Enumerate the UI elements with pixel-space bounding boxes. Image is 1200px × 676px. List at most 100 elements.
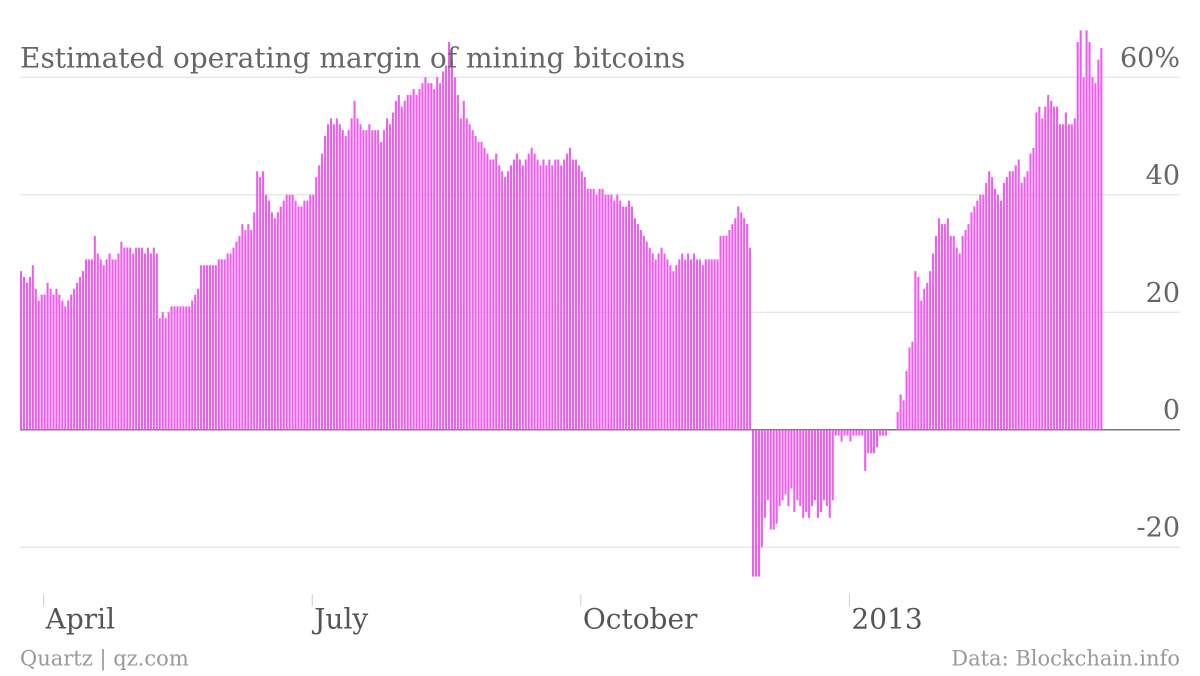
bar <box>716 259 719 430</box>
bar <box>760 429 763 548</box>
bar <box>973 206 976 430</box>
bar <box>138 247 141 430</box>
bar <box>1035 112 1038 430</box>
bar <box>846 429 849 436</box>
bar <box>752 429 755 577</box>
bar <box>223 259 226 430</box>
bar <box>911 341 914 430</box>
bar <box>881 429 884 436</box>
bar <box>226 253 229 430</box>
bar <box>802 429 805 518</box>
bar <box>843 429 846 436</box>
bar <box>628 200 631 430</box>
bar <box>297 206 300 430</box>
bar <box>453 77 456 430</box>
bar <box>1053 106 1056 430</box>
bar <box>288 194 291 430</box>
x-tick-label: October <box>583 603 698 636</box>
bar <box>465 118 468 430</box>
bar <box>616 194 619 430</box>
bar <box>126 247 129 430</box>
bar <box>321 153 324 430</box>
bar <box>545 165 548 430</box>
bar <box>179 306 182 430</box>
bar <box>996 194 1000 430</box>
bar <box>749 247 752 430</box>
bar <box>619 200 622 430</box>
bar <box>630 206 634 430</box>
bar <box>149 253 152 430</box>
bar <box>262 171 265 430</box>
bar <box>81 271 85 430</box>
bar <box>955 247 958 430</box>
bar <box>979 194 982 430</box>
bar <box>651 253 654 430</box>
bar <box>557 159 560 430</box>
bar <box>303 200 306 430</box>
bar <box>1097 59 1100 430</box>
bar <box>1082 77 1085 430</box>
bar <box>235 241 238 430</box>
bar <box>1076 42 1079 430</box>
bar <box>471 130 474 430</box>
bar <box>146 247 149 430</box>
bar <box>1038 106 1041 430</box>
y-tick-label: 20 <box>1146 278 1180 309</box>
bar <box>229 253 232 430</box>
bar <box>589 188 592 430</box>
bar <box>583 177 586 430</box>
bar <box>586 188 589 430</box>
bar <box>61 300 64 430</box>
chart-title: Estimated operating margin of mining bit… <box>20 42 685 75</box>
bar <box>663 253 666 430</box>
bar <box>105 259 108 430</box>
bar <box>329 118 332 430</box>
bar <box>353 100 356 430</box>
bar <box>684 259 687 430</box>
bar <box>161 312 164 430</box>
bar <box>1008 171 1011 430</box>
bar <box>238 235 241 430</box>
bar <box>805 429 808 512</box>
x-tick-label: April <box>45 603 115 636</box>
x-tick-label: July <box>311 603 368 636</box>
bar <box>775 429 778 524</box>
bar <box>988 171 991 430</box>
bar <box>695 259 698 430</box>
bar <box>374 130 377 430</box>
bar <box>539 165 542 430</box>
bar <box>55 288 58 430</box>
bar <box>270 212 273 430</box>
bar <box>675 265 678 430</box>
bar <box>191 300 194 430</box>
bar <box>1091 77 1094 430</box>
bar <box>459 118 462 430</box>
bar <box>1070 124 1073 430</box>
bar <box>899 394 902 430</box>
bar <box>430 83 433 430</box>
bar <box>318 165 321 430</box>
bar <box>182 306 185 430</box>
bar <box>976 200 979 430</box>
bar <box>220 259 223 430</box>
bar <box>908 347 911 430</box>
bar <box>852 429 855 436</box>
bar <box>560 165 563 430</box>
bar <box>43 294 46 430</box>
bar <box>855 429 858 436</box>
bar <box>580 171 583 430</box>
bar <box>368 124 371 430</box>
bar <box>991 177 994 430</box>
bar <box>365 130 368 430</box>
bar <box>607 194 610 430</box>
bar <box>536 159 539 430</box>
bar <box>672 271 675 430</box>
bar <box>439 83 442 430</box>
bar <box>722 235 725 430</box>
bar <box>896 412 899 430</box>
bar <box>917 277 920 430</box>
bar <box>46 282 49 430</box>
bar <box>1023 177 1026 430</box>
bar <box>424 77 427 430</box>
bar <box>1032 147 1035 430</box>
